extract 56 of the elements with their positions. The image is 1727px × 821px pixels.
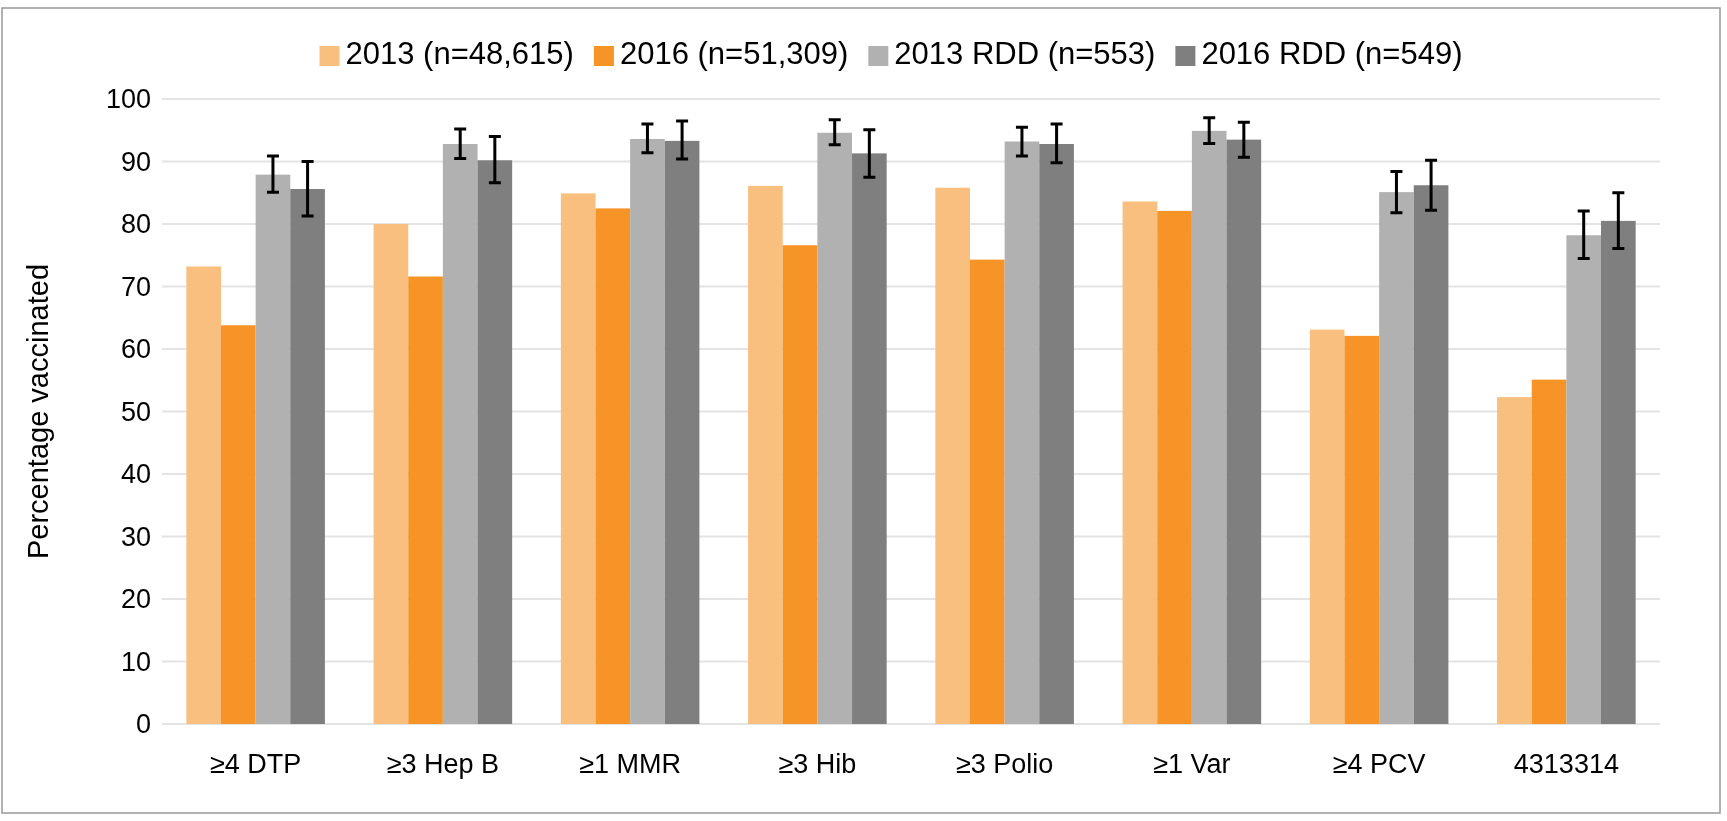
x-tick-label: ≥3 Hep B [386,748,500,779]
bar [664,140,700,724]
x-tick-label: ≥4 DTP [209,748,302,779]
bar [630,139,665,724]
x-tick-label: 4313314 [1513,748,1619,779]
bar [290,189,325,724]
bar [255,174,291,724]
bar [186,266,221,724]
bar [1004,141,1040,724]
bar [1226,139,1262,724]
bar [442,144,478,724]
bar [1566,235,1602,724]
bar [1157,210,1192,724]
y-tick-label: 30 [120,521,151,552]
x-tick-label: ≥3 Polio [955,748,1054,779]
bar [1039,144,1074,724]
x-tick-label: ≥1 MMR [579,748,682,779]
bar [220,325,256,724]
y-tick-label: 20 [120,584,151,615]
bar [1413,185,1449,724]
y-tick-label: 0 [135,709,151,740]
bar [373,224,409,724]
bar [595,208,631,724]
legend-label: 2016 RDD (n=549) [1201,36,1463,71]
y-tick-label: 90 [120,146,151,177]
y-tick-label: 10 [120,646,151,677]
bar [935,187,970,724]
bar [1344,335,1380,724]
bar [1309,329,1345,724]
bar [852,153,887,724]
legend-label: 2013 RDD (n=553) [894,36,1156,71]
x-tick-label: ≥1 Var [1153,748,1231,779]
bar [748,185,783,724]
bar [477,160,513,724]
bar [782,245,818,724]
y-tick-label: 70 [120,271,151,302]
bar [817,132,853,724]
x-tick-label: ≥3 Hib [778,748,857,779]
bar [1531,379,1567,724]
bar [1379,192,1414,724]
bar [969,259,1005,724]
y-tick-label: 50 [120,396,151,427]
y-tick-label: 40 [120,459,151,490]
legend-label: 2016 (n=51,309) [619,36,849,71]
bar [560,193,596,724]
bar [1191,130,1227,724]
bar [408,276,443,724]
y-tick-label: 80 [120,209,151,240]
y-tick-label: 100 [105,84,151,115]
bar [1497,397,1532,724]
bar [1601,220,1636,724]
x-tick-label: ≥4 PCV [1332,748,1426,779]
legend-label: 2013 (n=48,615) [345,36,574,71]
bar [1122,201,1158,724]
y-axis-title: Percentage vaccinated [22,263,54,560]
y-tick-label: 60 [120,334,151,365]
